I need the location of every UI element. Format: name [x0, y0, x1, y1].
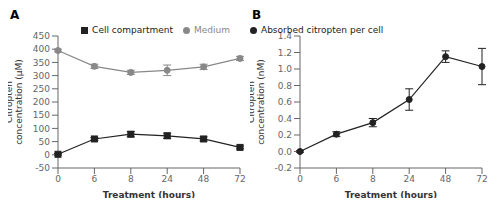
svg-text:0: 0 [297, 174, 303, 184]
svg-text:0.8: 0.8 [278, 81, 293, 91]
svg-text:24: 24 [403, 174, 415, 184]
svg-text:-0.2: -0.2 [274, 163, 292, 173]
svg-text:200: 200 [33, 97, 50, 107]
svg-text:48: 48 [440, 174, 452, 184]
svg-text:400: 400 [33, 44, 50, 54]
svg-text:150: 150 [33, 110, 50, 120]
svg-text:300: 300 [33, 71, 50, 81]
svg-text:Citroptenconcentration (nM): Citroptenconcentration (nM) [250, 59, 266, 145]
svg-text:0.0: 0.0 [278, 147, 293, 157]
svg-text:0.4: 0.4 [278, 114, 293, 124]
svg-text:0.6: 0.6 [278, 97, 293, 107]
svg-text:-50: -50 [35, 163, 50, 173]
svg-text:350: 350 [33, 58, 50, 68]
svg-text:0.2: 0.2 [278, 130, 292, 140]
svg-text:48: 48 [198, 174, 210, 184]
svg-text:8: 8 [128, 174, 134, 184]
svg-text:450: 450 [33, 31, 50, 41]
svg-text:72: 72 [234, 174, 245, 184]
svg-text:24: 24 [161, 174, 173, 184]
svg-text:Treatment (hours): Treatment (hours) [103, 190, 195, 198]
svg-text:6: 6 [92, 174, 98, 184]
svg-text:100: 100 [33, 124, 50, 134]
svg-text:72: 72 [476, 174, 487, 184]
svg-text:1.0: 1.0 [278, 64, 293, 74]
svg-text:6: 6 [334, 174, 340, 184]
svg-text:1.2: 1.2 [278, 48, 292, 58]
svg-text:Treatment (hours): Treatment (hours) [345, 190, 437, 198]
svg-text:250: 250 [33, 84, 50, 94]
svg-text:0: 0 [44, 150, 50, 160]
svg-text:1.4: 1.4 [278, 31, 293, 41]
svg-text:Citroptenconcentration (μM): Citroptenconcentration (μM) [8, 59, 24, 145]
svg-text:8: 8 [370, 174, 376, 184]
svg-text:0: 0 [55, 174, 61, 184]
svg-text:50: 50 [39, 137, 51, 147]
